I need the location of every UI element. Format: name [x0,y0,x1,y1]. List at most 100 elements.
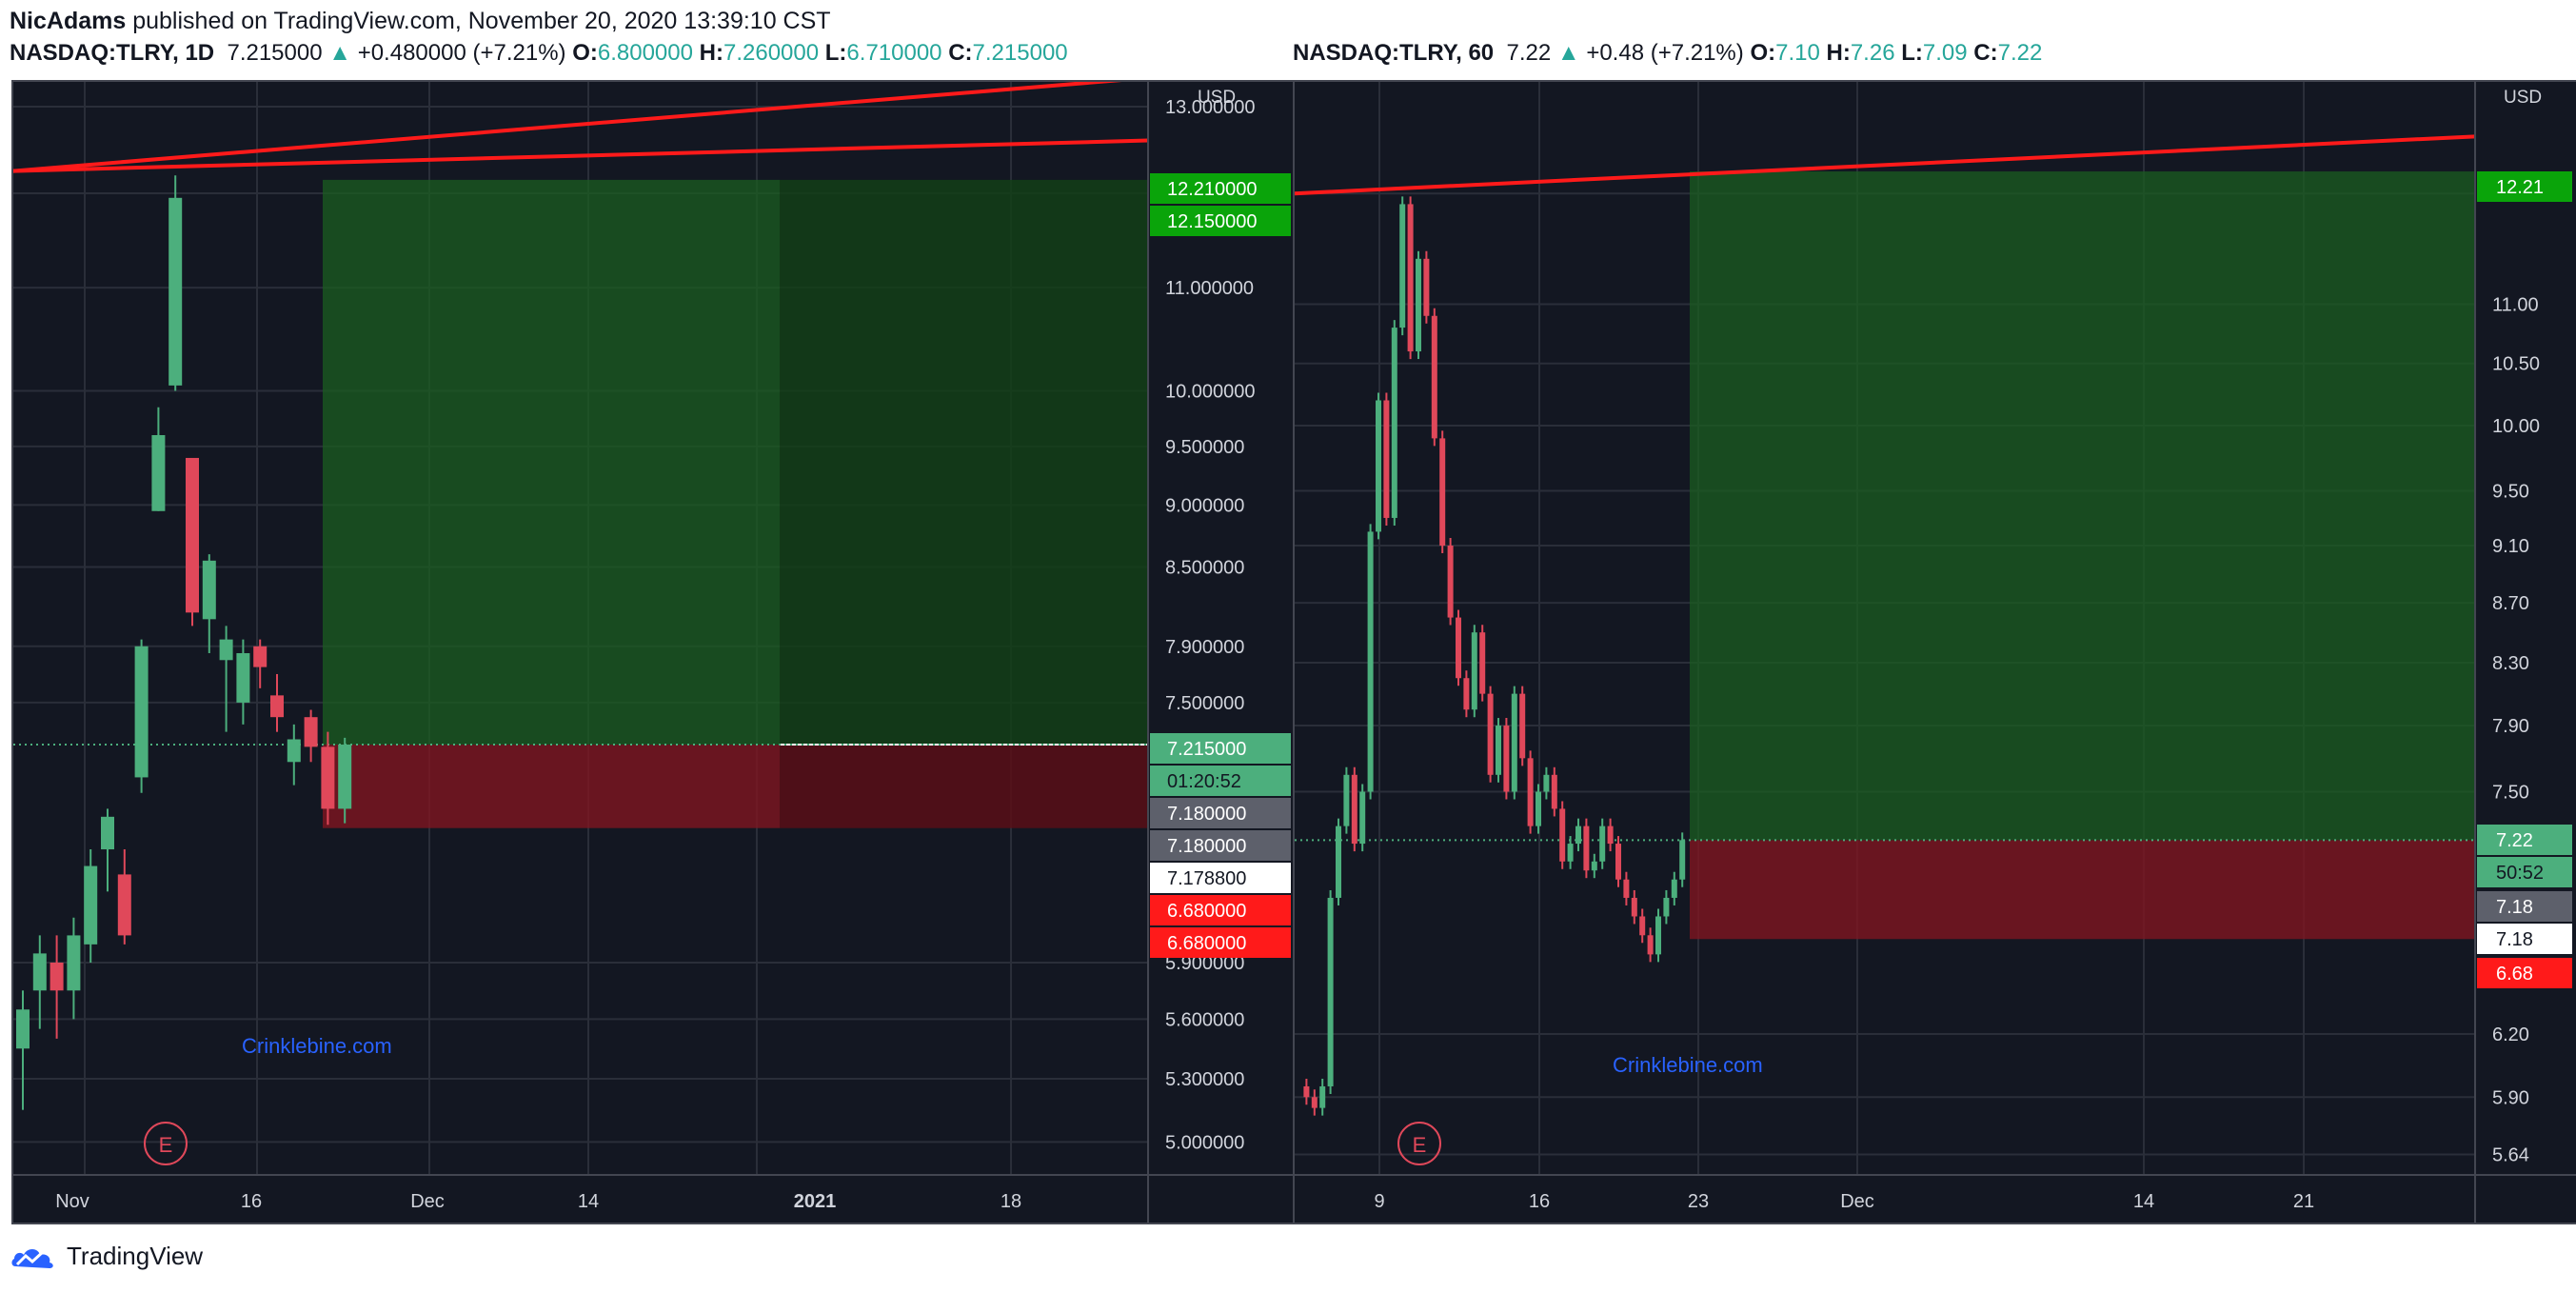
price-tag-label: 12.210000 [1167,179,1258,200]
earnings-marker [1397,1122,1441,1165]
candle-body [1631,897,1637,917]
currency-label: USD [2504,88,2542,108]
price-tag-bg [1150,830,1291,861]
candle-body [32,953,47,991]
left-h-label: H: [699,40,723,66]
resistance-trendline [13,82,1122,173]
x-tick-label: 2021 [794,1191,837,1212]
right-open: 7.10 [1775,40,1820,66]
candle-body [1519,693,1526,759]
brand-name: TradingView [67,1241,204,1270]
price-tag-label: 7.215000 [1167,739,1246,760]
candle-body [1559,808,1566,862]
right-change: +0.48 (+7.21%) [1586,40,1744,66]
left-chart-panel[interactable]: Crinklebine.comEUSD13.00000012.00000011.… [11,80,1297,1224]
x-tick-label: Dec [410,1191,445,1212]
left-symbol[interactable]: NASDAQ:TLRY, 1D [10,40,215,66]
right-symbol-legend: NASDAQ:TLRY, 60 7.22 ▲ +0.48 (+7.21%) O:… [1293,40,2042,67]
candle-body [1496,726,1501,775]
candle-body [1615,844,1621,880]
resistance-trendline [13,138,1149,173]
candle-body [16,1009,30,1049]
y-tick-label: 7.90 [2492,716,2529,737]
x-tick-label: 14 [2133,1191,2154,1212]
candle-body [134,646,149,778]
candle-body [1359,791,1366,845]
price-tag-bg [1150,733,1291,764]
candle-body [1416,258,1421,352]
price-tag-label: 12.21 [2496,177,2544,198]
price-tag-bg [1150,173,1291,204]
candle-body [1336,826,1341,898]
price-tag-bg [1150,927,1291,958]
y-tick-label: 10.000000 [1165,382,1256,403]
right-close: 7.22 [1997,40,2043,66]
candle-body [1463,678,1470,710]
y-tick-label: 9.50 [2492,482,2529,503]
zone-extension-shade [780,179,1148,828]
right-chart-panel[interactable]: Crinklebine.comEUSD12.0011.0010.5010.009… [1293,80,2576,1224]
candle-body [338,745,352,809]
right-high: 7.26 [1850,40,1895,66]
y-tick-label: 5.600000 [1165,1009,1244,1030]
candle-body [1456,617,1461,679]
candle-body [101,816,114,850]
candle-body [1383,400,1390,518]
price-tag-bg [1150,863,1291,893]
x-tick-label: Nov [55,1191,89,1212]
earnings-marker [144,1122,188,1165]
candle-body [50,962,64,991]
candle-body [1471,632,1477,710]
candle-body [1391,328,1397,518]
y-tick-label: 10.00 [2492,416,2540,437]
candle-body [1343,774,1350,826]
candle-body [168,197,183,386]
watermark-text: Crinklebine.com [242,1034,392,1058]
left-high: 7.260000 [723,40,820,66]
price-tag-bg [1150,766,1291,796]
publish-info: NicAdams published on TradingView.com, N… [10,8,831,35]
candle-body [270,695,284,718]
candle-body [1303,1085,1310,1098]
right-low: 7.09 [1922,40,1968,66]
y-tick-label: 5.300000 [1165,1069,1244,1090]
candle-body [1575,826,1581,845]
right-c-label: C: [1973,40,1998,66]
price-tag-label: 6.680000 [1167,933,1246,954]
candle-body [151,434,166,511]
y-tick-label: 5.90 [2492,1087,2529,1108]
currency-label: USD [1198,88,1236,108]
candle-body [84,865,98,945]
published-text: published on TradingView.com, November 2… [132,8,831,34]
price-tag-label: 7.180000 [1167,804,1246,825]
candle-body [1655,916,1661,955]
stop-loss-zone [1690,840,2475,940]
right-l-label: L: [1901,40,1923,66]
watermark-text: Crinklebine.com [1613,1053,1763,1077]
right-o-label: O: [1750,40,1776,66]
candle-body [1327,897,1334,1086]
left-close: 7.215000 [972,40,1068,66]
price-tag-label: 7.22 [2496,830,2533,851]
candle-body [1479,632,1486,694]
stop-loss-zone [323,745,1148,828]
y-tick-label: 11.00 [2492,295,2539,316]
candle-body [1511,693,1517,792]
candle-body [186,457,199,613]
tradingview-logo-icon [11,1249,53,1268]
x-tick-label: 18 [1001,1191,1021,1212]
tradingview-footer[interactable]: TradingView [10,1240,203,1272]
x-tick-label: Dec [1840,1191,1874,1212]
left-chart-svg[interactable]: Crinklebine.comEUSD13.00000012.00000011.… [13,82,1295,1223]
candle-body [253,646,268,667]
candle-body [1583,826,1590,871]
right-chart-svg[interactable]: Crinklebine.comEUSD12.0011.0010.5010.009… [1295,82,2576,1223]
price-tag-bg [2477,891,2572,922]
y-tick-label: 5.900000 [1165,953,1244,974]
right-symbol[interactable]: NASDAQ:TLRY, 60 [1293,40,1495,66]
price-tag-bg [1150,798,1291,828]
profit-target-zone [323,179,1148,746]
author-name[interactable]: NicAdams [10,8,127,34]
y-tick-label: 9.500000 [1165,437,1244,458]
profit-target-zone [1690,171,2475,841]
